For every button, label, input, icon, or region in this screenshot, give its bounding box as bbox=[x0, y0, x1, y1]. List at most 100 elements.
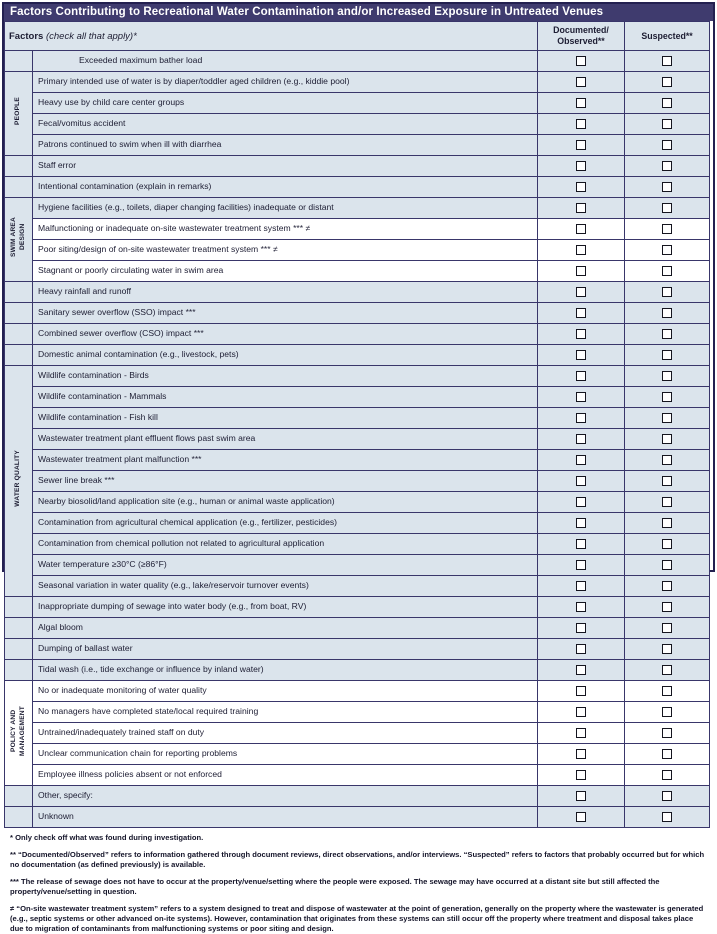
checkbox-suspected[interactable] bbox=[662, 601, 673, 612]
checkbox-suspected[interactable] bbox=[662, 265, 673, 276]
checkbox-cell-suspected bbox=[624, 512, 711, 534]
checkbox-suspected[interactable] bbox=[662, 202, 673, 213]
checkbox-documented[interactable] bbox=[576, 76, 587, 87]
checkbox-documented[interactable] bbox=[576, 118, 587, 129]
checkbox-suspected[interactable] bbox=[662, 160, 673, 171]
checkbox-documented[interactable] bbox=[576, 160, 587, 171]
checkbox-suspected[interactable] bbox=[662, 433, 673, 444]
checkbox-suspected[interactable] bbox=[662, 538, 673, 549]
factor-label: Wildlife contamination - Fish kill bbox=[31, 407, 539, 429]
checkbox-documented[interactable] bbox=[576, 496, 587, 507]
footnotes-section: * Only check off what was found during i… bbox=[4, 828, 713, 934]
checkbox-suspected[interactable] bbox=[662, 307, 673, 318]
checkbox-cell-documented bbox=[537, 92, 626, 114]
checkbox-suspected[interactable] bbox=[662, 328, 673, 339]
checkbox-documented[interactable] bbox=[576, 475, 587, 486]
checkbox-documented[interactable] bbox=[576, 328, 587, 339]
checkbox-suspected[interactable] bbox=[662, 118, 673, 129]
checkbox-documented[interactable] bbox=[576, 454, 587, 465]
checkbox-suspected[interactable] bbox=[662, 286, 673, 297]
factors-table: Factors (check all that apply)* Document… bbox=[3, 21, 711, 828]
checkbox-suspected[interactable] bbox=[662, 769, 673, 780]
checkbox-cell-suspected bbox=[624, 344, 711, 366]
checkbox-documented[interactable] bbox=[576, 748, 587, 759]
checkbox-documented[interactable] bbox=[576, 307, 587, 318]
group-label-policy-and-management: POLICY AND MANAGEMENT bbox=[4, 680, 33, 786]
checkbox-cell-documented bbox=[537, 554, 626, 576]
checkbox-suspected[interactable] bbox=[662, 223, 673, 234]
checkbox-documented[interactable] bbox=[576, 580, 587, 591]
checkbox-suspected[interactable] bbox=[662, 454, 673, 465]
checkbox-suspected[interactable] bbox=[662, 559, 673, 570]
checkbox-documented[interactable] bbox=[576, 685, 587, 696]
checkbox-documented[interactable] bbox=[576, 370, 587, 381]
checkbox-documented[interactable] bbox=[576, 265, 587, 276]
checkbox-suspected[interactable] bbox=[662, 727, 673, 738]
checkbox-documented[interactable] bbox=[576, 412, 587, 423]
checkbox-documented[interactable] bbox=[576, 97, 587, 108]
factor-row: Nearby biosolid/land application site (e… bbox=[5, 491, 711, 513]
factor-label: Exceeded maximum bather load bbox=[31, 50, 539, 72]
checkbox-documented[interactable] bbox=[576, 433, 587, 444]
checkbox-cell-suspected bbox=[624, 386, 711, 408]
group-label-empty bbox=[4, 785, 33, 807]
factor-label: Employee illness policies absent or not … bbox=[31, 764, 539, 786]
group-label-text: PEOPLE bbox=[14, 97, 22, 125]
checkbox-suspected[interactable] bbox=[662, 475, 673, 486]
checkbox-documented[interactable] bbox=[576, 349, 587, 360]
checkbox-documented[interactable] bbox=[576, 727, 587, 738]
checkbox-suspected[interactable] bbox=[662, 811, 673, 822]
factor-row: Wastewater treatment plant malfunction *… bbox=[5, 449, 711, 471]
checkbox-suspected[interactable] bbox=[662, 244, 673, 255]
checkbox-suspected[interactable] bbox=[662, 685, 673, 696]
checkbox-suspected[interactable] bbox=[662, 643, 673, 654]
checkbox-suspected[interactable] bbox=[662, 349, 673, 360]
checkbox-suspected[interactable] bbox=[662, 370, 673, 381]
checkbox-documented[interactable] bbox=[576, 55, 587, 66]
checkbox-documented[interactable] bbox=[576, 286, 587, 297]
factor-row: Heavy rainfall and runoff bbox=[4, 281, 711, 303]
checkbox-suspected[interactable] bbox=[662, 580, 673, 591]
checkbox-suspected[interactable] bbox=[662, 55, 673, 66]
checkbox-suspected[interactable] bbox=[662, 391, 673, 402]
checkbox-documented[interactable] bbox=[576, 223, 587, 234]
checkbox-documented[interactable] bbox=[576, 622, 587, 633]
checkbox-documented[interactable] bbox=[576, 811, 587, 822]
checkbox-documented[interactable] bbox=[576, 706, 587, 717]
checkbox-suspected[interactable] bbox=[662, 622, 673, 633]
checkbox-cell-suspected bbox=[624, 134, 711, 156]
group-label-empty bbox=[4, 281, 33, 303]
checkbox-documented[interactable] bbox=[576, 202, 587, 213]
checkbox-documented[interactable] bbox=[576, 538, 587, 549]
checkbox-documented[interactable] bbox=[576, 601, 587, 612]
checkbox-suspected[interactable] bbox=[662, 76, 673, 87]
checkbox-documented[interactable] bbox=[576, 643, 587, 654]
checkbox-suspected[interactable] bbox=[662, 412, 673, 423]
checkbox-documented[interactable] bbox=[576, 139, 587, 150]
factor-label: Intentional contamination (explain in re… bbox=[31, 176, 539, 198]
checkbox-cell-documented bbox=[537, 617, 626, 639]
checkbox-documented[interactable] bbox=[576, 769, 587, 780]
checkbox-documented[interactable] bbox=[576, 664, 587, 675]
checkbox-cell-documented bbox=[537, 407, 626, 429]
checkbox-suspected[interactable] bbox=[662, 706, 673, 717]
checkbox-suspected[interactable] bbox=[662, 139, 673, 150]
checkbox-documented[interactable] bbox=[576, 244, 587, 255]
checkbox-suspected[interactable] bbox=[662, 181, 673, 192]
factor-label: Wastewater treatment plant malfunction *… bbox=[31, 449, 539, 471]
checkbox-suspected[interactable] bbox=[662, 664, 673, 675]
checkbox-documented[interactable] bbox=[576, 391, 587, 402]
checkbox-documented[interactable] bbox=[576, 181, 587, 192]
checkbox-cell-documented bbox=[537, 575, 626, 597]
checkbox-documented[interactable] bbox=[576, 559, 587, 570]
group-label-empty bbox=[4, 617, 33, 639]
checkbox-suspected[interactable] bbox=[662, 790, 673, 801]
group-label-empty bbox=[4, 50, 33, 72]
checkbox-suspected[interactable] bbox=[662, 748, 673, 759]
checkbox-suspected[interactable] bbox=[662, 496, 673, 507]
checkbox-documented[interactable] bbox=[576, 517, 587, 528]
checkbox-suspected[interactable] bbox=[662, 97, 673, 108]
footnote-sewage-release: *** The release of sewage does not have … bbox=[10, 877, 660, 897]
checkbox-documented[interactable] bbox=[576, 790, 587, 801]
checkbox-suspected[interactable] bbox=[662, 517, 673, 528]
